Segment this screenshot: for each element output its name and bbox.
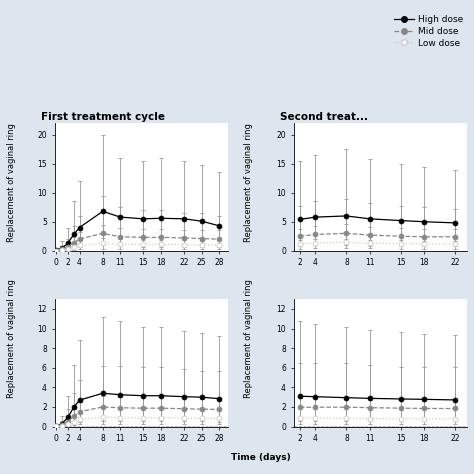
Text: Replacement of vaginal ring: Replacement of vaginal ring bbox=[245, 123, 253, 242]
Text: Replacement of vaginal ring: Replacement of vaginal ring bbox=[245, 280, 253, 398]
Text: Replacement of vaginal ring: Replacement of vaginal ring bbox=[8, 280, 16, 398]
Text: Time (days): Time (days) bbox=[231, 453, 291, 462]
Text: Second treat...: Second treat... bbox=[280, 112, 368, 122]
Text: First treatment cycle: First treatment cycle bbox=[41, 112, 164, 122]
Legend: High dose, Mid dose, Low dose: High dose, Mid dose, Low dose bbox=[390, 12, 467, 51]
Text: Replacement of vaginal ring: Replacement of vaginal ring bbox=[8, 123, 16, 242]
